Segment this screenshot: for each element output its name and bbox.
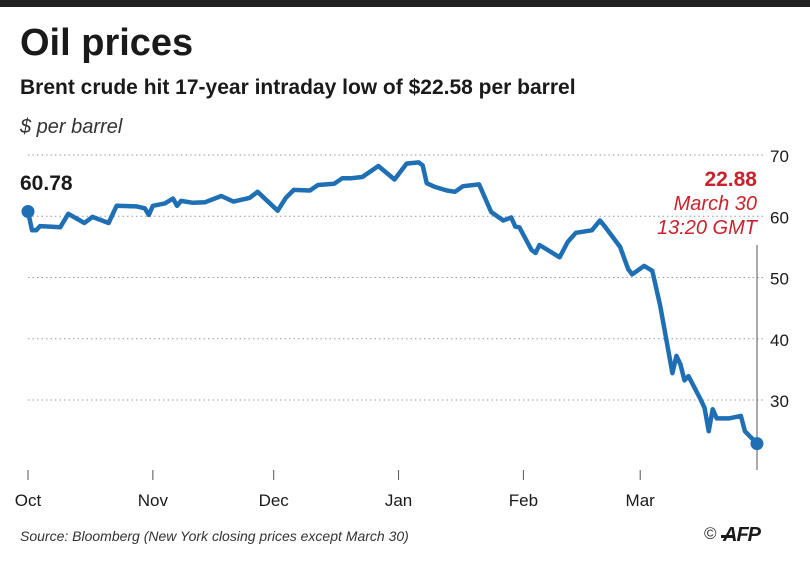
x-tick-label: Mar (626, 491, 656, 510)
x-tick-label: Dec (259, 491, 290, 510)
top-bar (0, 0, 810, 7)
source-note: Source: Bloomberg (New York closing pric… (20, 528, 409, 544)
y-tick-label: 40 (770, 331, 789, 350)
afp-credit: © AFP (704, 522, 779, 546)
y-tick-label: 70 (770, 147, 789, 166)
y-tick-label: 50 (770, 270, 789, 289)
end-time-label: 13:20 GMT (657, 217, 759, 239)
x-tick-label: Feb (509, 491, 538, 510)
afp-logo-icon: AFP (720, 524, 762, 546)
start-point-marker (21, 204, 35, 218)
svg-text:AFP: AFP (722, 524, 762, 546)
x-tick-label: Jan (385, 491, 412, 510)
end-date-label: March 30 (674, 193, 757, 215)
chart-title: Oil prices (20, 22, 194, 64)
y-axis-unit-label: $ per barrel (20, 116, 123, 138)
x-tick-label: Nov (138, 491, 169, 510)
series-line-0 (25, 160, 760, 446)
start-value-label: 60.78 (20, 172, 73, 195)
x-tick-label: Oct (15, 491, 42, 510)
chart-subtitle: Brent crude hit 17-year intraday low of … (20, 76, 576, 99)
copyright-symbol: © (704, 524, 717, 543)
end-value-label: 22.88 (704, 168, 757, 191)
y-tick-label: 60 (770, 208, 789, 227)
y-tick-label: 30 (770, 392, 789, 411)
end-point-marker (750, 437, 764, 451)
